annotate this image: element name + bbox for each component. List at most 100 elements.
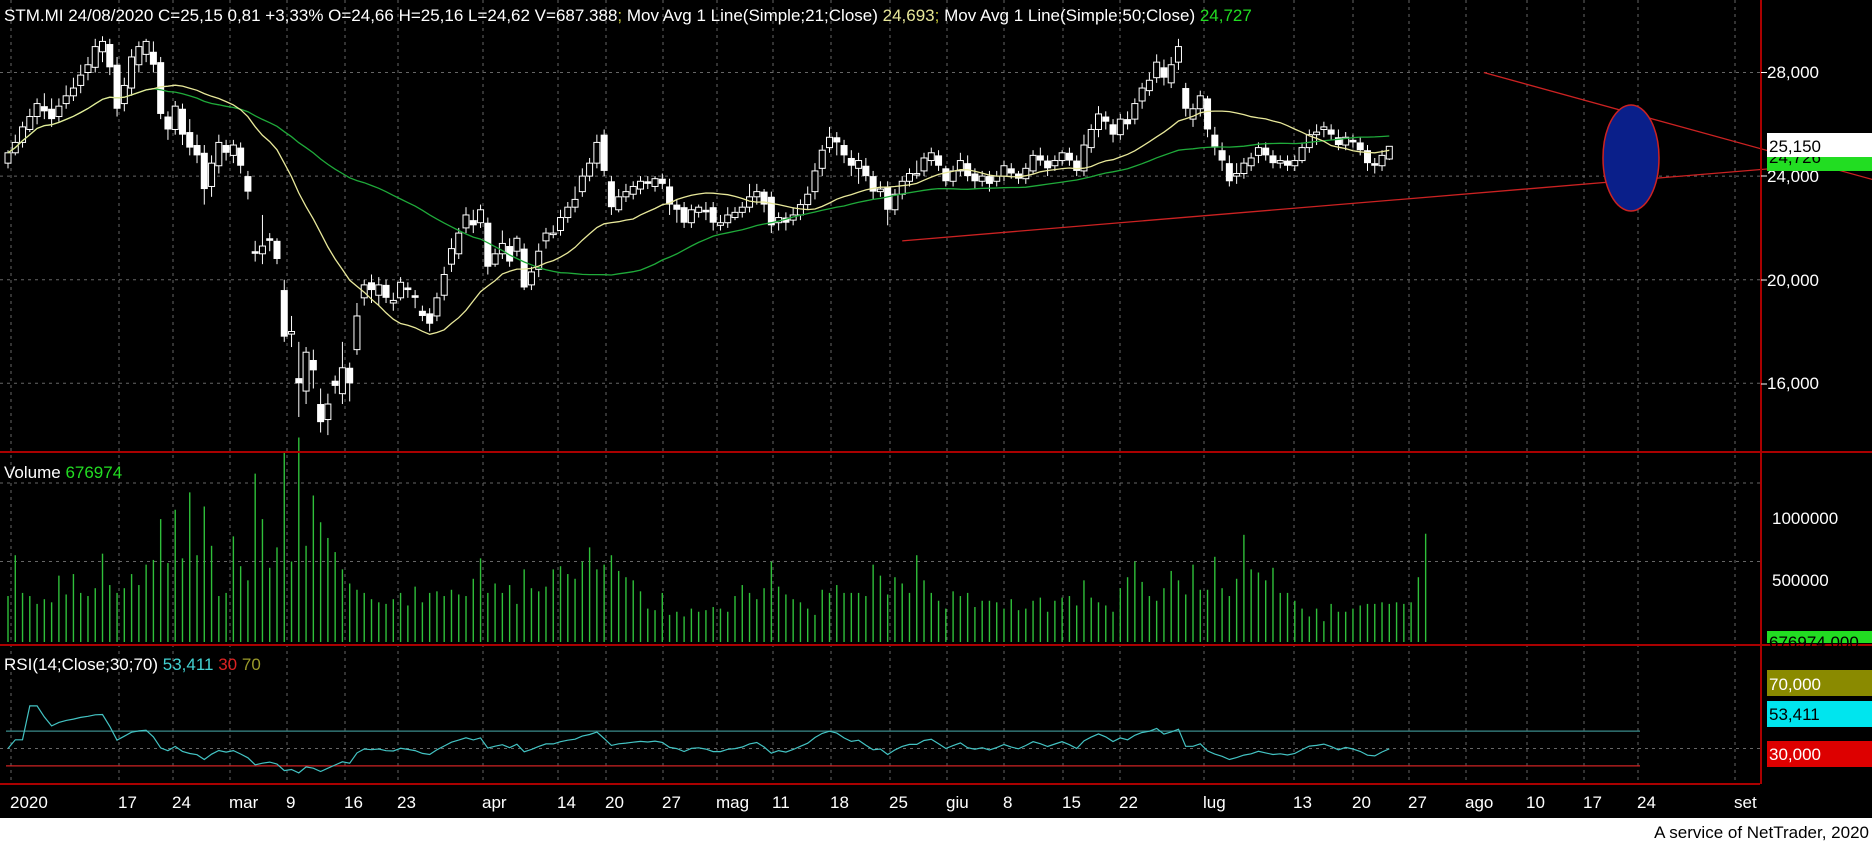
highlight-layer	[1602, 104, 1660, 212]
highlight-ellipse	[1602, 104, 1660, 212]
rsi-panel	[6, 705, 1640, 774]
candle-body-down	[1218, 150, 1226, 161]
candle-body-up	[804, 193, 812, 206]
time-tick: 11	[772, 793, 790, 812]
candle-body-down	[404, 287, 412, 291]
rsi-header: RSI(14;Close;30;70) 53,411 30 70	[4, 655, 261, 674]
time-tick: 10	[1526, 793, 1545, 812]
candle-body-up	[513, 237, 521, 252]
candle-body-up	[338, 367, 346, 395]
candle-body-up	[1138, 87, 1146, 102]
time-tick: 8	[1003, 793, 1012, 812]
candle-body-up	[1385, 145, 1393, 160]
price-axis: 28,000 24,000 20,000 16,000	[1767, 63, 1819, 393]
candle-body-up	[949, 170, 957, 182]
candle-body-up	[1145, 79, 1153, 92]
candle-body-down	[985, 176, 993, 184]
volume-axis: 1000000 500000	[1772, 509, 1838, 590]
time-tick: mag	[716, 793, 749, 812]
ma50-label: Mov Avg 1 Line(Simple;50;Close)	[939, 6, 1199, 25]
candle-body-up	[1080, 144, 1088, 172]
candle-body-down	[106, 44, 114, 68]
candle-body-up	[142, 40, 150, 55]
candle-body-down	[935, 155, 943, 166]
candle-body-down	[426, 313, 434, 324]
candle-body-down	[600, 134, 608, 171]
candle-body-up	[1029, 154, 1037, 172]
candle-body-down	[273, 240, 281, 259]
candle-body-up	[571, 198, 579, 208]
candle-body-up	[77, 74, 85, 86]
rsi-low-level: 30	[218, 655, 237, 674]
candle-body-down	[673, 204, 681, 210]
candle-body-up	[62, 95, 70, 105]
footer-credit: A service of NetTrader, 2020	[1654, 823, 1869, 842]
candle-body-up	[440, 274, 448, 296]
time-tick: 14	[557, 793, 576, 812]
footer-bar	[0, 818, 1872, 844]
candle-body-down	[767, 196, 775, 226]
candle-body-down	[193, 145, 201, 156]
candle-body-down	[309, 359, 317, 371]
time-tick: 18	[830, 793, 849, 812]
candle-body-up	[491, 253, 499, 265]
candle-body-down	[1204, 98, 1212, 130]
candle-body-up	[397, 281, 405, 299]
candle-body-up	[1247, 157, 1255, 167]
candle-body-down	[971, 173, 979, 182]
candle-body-up	[622, 191, 630, 198]
time-tick: 15	[1062, 793, 1081, 812]
candle-body-up	[215, 141, 223, 167]
candle-body-up	[753, 191, 761, 198]
candle-body-down	[346, 367, 354, 384]
candle-body-down	[178, 108, 186, 135]
candle-body-up	[920, 157, 928, 172]
candle-body-up	[302, 351, 310, 392]
candle-body-down	[1262, 147, 1270, 156]
candle-body-up	[55, 105, 63, 118]
candle-body-down	[186, 132, 194, 148]
volume-value: 676974	[65, 463, 122, 482]
candle-body-up	[1254, 147, 1262, 156]
candle-body-up	[913, 173, 921, 176]
time-tick: 2020	[10, 793, 48, 812]
candle-body-down	[847, 157, 855, 166]
candle-body-down	[1334, 137, 1342, 146]
rsi-label: RSI(14;Close;30;70)	[4, 655, 163, 674]
close-badge	[1767, 133, 1872, 157]
candle-body-up	[1298, 147, 1306, 162]
candle-body-up	[171, 105, 179, 130]
candle-body-down	[666, 186, 674, 205]
candle-body-down	[1015, 173, 1023, 179]
rsi-value: 53,411	[163, 655, 214, 674]
candle-body-up	[120, 84, 128, 105]
candle-body-down	[506, 246, 514, 262]
candle-body-down	[469, 220, 477, 226]
candle-body-up	[1320, 126, 1328, 130]
candle-body-down	[760, 191, 768, 205]
volume-tick: 1000000	[1772, 509, 1838, 528]
candle-body-down	[1225, 163, 1233, 182]
candle-body-down	[331, 380, 339, 386]
candle-body-down	[222, 145, 230, 153]
rsi-high-badge	[1767, 670, 1872, 696]
ma-badge	[1767, 157, 1872, 171]
candle-body-up	[1276, 160, 1284, 164]
candle-body-down	[237, 147, 245, 166]
candle-body-up	[905, 173, 913, 182]
candle-body-down	[1102, 116, 1110, 122]
candle-body-up	[1378, 154, 1386, 167]
candle-body-up	[586, 162, 594, 177]
candle-body-up	[636, 180, 644, 190]
volume-badge	[1767, 631, 1872, 643]
candle-body-up	[229, 144, 237, 156]
candle-body-up	[535, 250, 543, 270]
candle-body-up	[433, 297, 441, 317]
candle-body-up	[557, 217, 565, 231]
candle-body-down	[680, 207, 688, 223]
candle-body-down	[484, 222, 492, 267]
time-axis: 2020 17 24 mar 9 16 23 apr 14 20 27 mag 11 18 25 giu 8 15…	[10, 793, 1757, 812]
candle-body-down	[164, 116, 172, 130]
candle-body-up	[891, 193, 899, 211]
